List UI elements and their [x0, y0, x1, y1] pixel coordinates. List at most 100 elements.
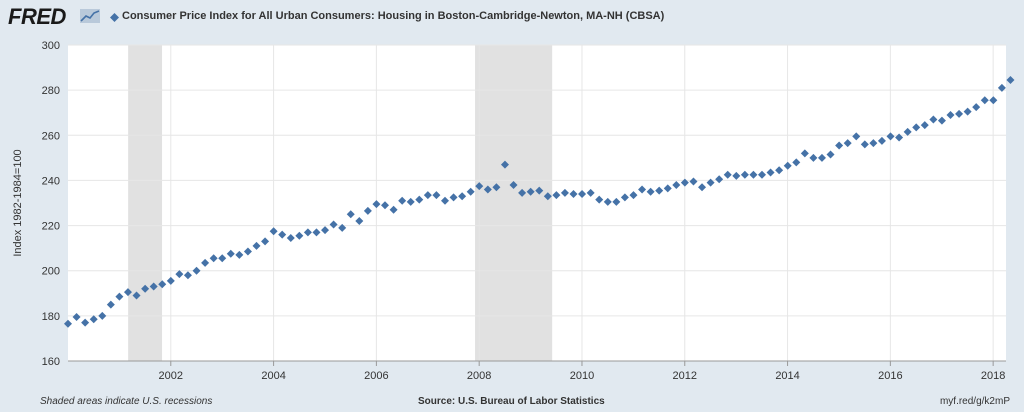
data-point[interactable]	[929, 115, 938, 124]
data-point[interactable]	[689, 177, 698, 186]
data-point[interactable]	[132, 291, 141, 300]
data-point[interactable]	[775, 166, 784, 175]
data-point[interactable]	[372, 200, 381, 209]
data-point[interactable]	[72, 312, 81, 321]
data-point[interactable]	[492, 183, 501, 192]
data-point[interactable]	[963, 107, 972, 116]
data-point[interactable]	[423, 191, 432, 200]
data-point[interactable]	[989, 96, 998, 105]
data-point[interactable]	[663, 184, 672, 193]
data-point[interactable]	[252, 241, 261, 250]
data-point[interactable]	[715, 175, 724, 184]
data-point[interactable]	[183, 271, 192, 280]
data-point[interactable]	[166, 276, 175, 285]
data-point[interactable]	[877, 136, 886, 145]
data-point[interactable]	[235, 250, 244, 259]
data-point[interactable]	[809, 153, 818, 162]
data-point[interactable]	[980, 96, 989, 105]
data-point[interactable]	[603, 197, 612, 206]
short-link[interactable]: myf.red/g/k2mP	[939, 396, 1010, 407]
data-point[interactable]	[218, 254, 227, 263]
data-point[interactable]	[920, 121, 929, 130]
data-point[interactable]	[586, 188, 595, 197]
data-point[interactable]	[226, 249, 235, 258]
data-point[interactable]	[578, 189, 587, 198]
data-point[interactable]	[432, 191, 441, 200]
data-point[interactable]	[758, 170, 767, 179]
data-point[interactable]	[886, 132, 895, 141]
data-point[interactable]	[895, 133, 904, 142]
data-point[interactable]	[286, 233, 295, 242]
data-point[interactable]	[458, 192, 467, 201]
data-point[interactable]	[680, 178, 689, 187]
data-point[interactable]	[543, 192, 552, 201]
data-point[interactable]	[1006, 75, 1015, 84]
data-point[interactable]	[843, 139, 852, 148]
data-point[interactable]	[175, 270, 184, 279]
data-point[interactable]	[406, 197, 415, 206]
data-point[interactable]	[192, 266, 201, 275]
data-point[interactable]	[278, 230, 287, 239]
data-point[interactable]	[363, 206, 372, 215]
data-point[interactable]	[620, 193, 629, 202]
data-point[interactable]	[595, 195, 604, 204]
data-point[interactable]	[723, 170, 732, 179]
data-point[interactable]	[672, 180, 681, 189]
data-point[interactable]	[338, 223, 347, 232]
data-point[interactable]	[518, 188, 527, 197]
data-point[interactable]	[64, 319, 72, 328]
data-point[interactable]	[638, 185, 647, 194]
data-point[interactable]	[526, 187, 535, 196]
data-point[interactable]	[860, 140, 869, 149]
data-point[interactable]	[243, 247, 252, 256]
data-point[interactable]	[500, 160, 509, 169]
data-point[interactable]	[612, 197, 621, 206]
data-point[interactable]	[346, 210, 355, 219]
data-point[interactable]	[381, 201, 390, 210]
data-point[interactable]	[629, 191, 638, 200]
data-point[interactable]	[389, 205, 398, 214]
data-point[interactable]	[937, 116, 946, 125]
data-point[interactable]	[398, 196, 407, 205]
data-point[interactable]	[141, 284, 150, 293]
data-point[interactable]	[440, 196, 449, 205]
data-point[interactable]	[509, 180, 518, 189]
data-point[interactable]	[698, 183, 707, 192]
data-point[interactable]	[560, 188, 569, 197]
data-point[interactable]	[800, 149, 809, 158]
data-point[interactable]	[158, 280, 167, 289]
data-point[interactable]	[415, 195, 424, 204]
data-point[interactable]	[209, 254, 218, 263]
data-point[interactable]	[483, 185, 492, 194]
data-point[interactable]	[783, 161, 792, 170]
data-point[interactable]	[295, 231, 304, 240]
data-point[interactable]	[732, 171, 741, 180]
data-point[interactable]	[706, 178, 715, 187]
data-point[interactable]	[321, 226, 330, 235]
data-point[interactable]	[972, 103, 981, 112]
data-point[interactable]	[535, 186, 544, 195]
data-point[interactable]	[89, 315, 98, 324]
data-point[interactable]	[106, 300, 115, 309]
data-point[interactable]	[903, 127, 912, 136]
data-point[interactable]	[312, 228, 321, 237]
data-point[interactable]	[912, 123, 921, 132]
data-point[interactable]	[449, 193, 458, 202]
data-point[interactable]	[852, 132, 861, 141]
data-point[interactable]	[655, 186, 664, 195]
data-point[interactable]	[569, 189, 578, 198]
data-point[interactable]	[552, 191, 561, 200]
data-point[interactable]	[466, 187, 475, 196]
data-point[interactable]	[646, 187, 655, 196]
data-point[interactable]	[997, 83, 1006, 92]
data-point[interactable]	[98, 311, 107, 320]
data-point[interactable]	[817, 153, 826, 162]
data-point[interactable]	[261, 237, 270, 246]
data-point[interactable]	[201, 258, 210, 267]
data-point[interactable]	[869, 139, 878, 148]
data-point[interactable]	[329, 220, 338, 229]
fred-logo[interactable]: FRED	[8, 4, 66, 29]
data-point[interactable]	[149, 282, 158, 291]
data-point[interactable]	[115, 292, 124, 301]
data-point[interactable]	[81, 318, 90, 327]
